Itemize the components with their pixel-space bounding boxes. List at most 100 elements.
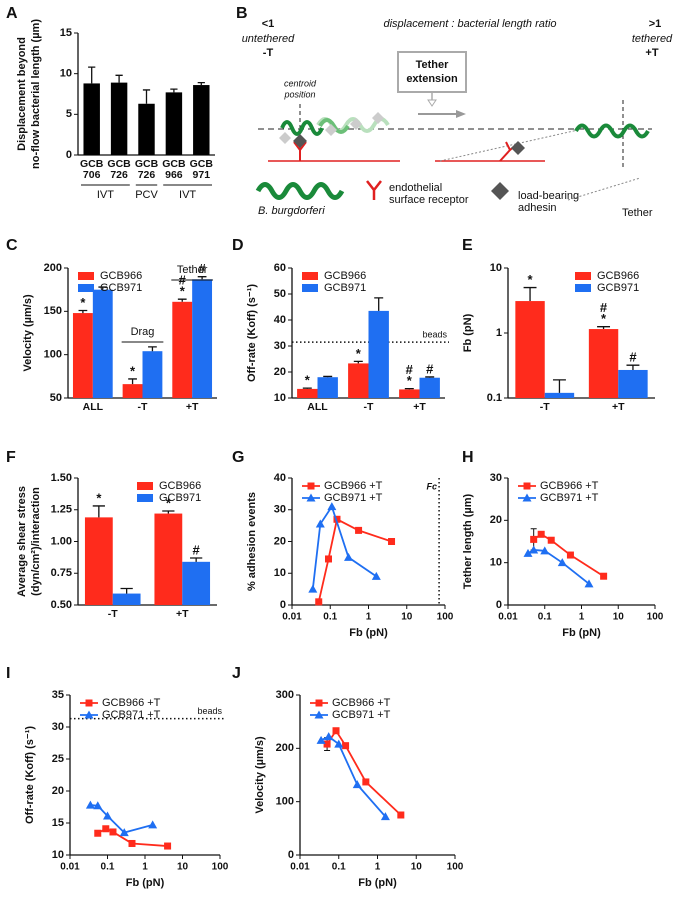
x-tick-label: +T <box>175 609 189 620</box>
y-tick-label: 30 <box>274 504 286 516</box>
error-bar <box>170 88 178 93</box>
x-tick-label: GCB 966 <box>162 159 186 181</box>
ratio-low: <1 <box>262 18 275 30</box>
y-tick-label: 1.00 <box>51 535 72 547</box>
y-tick-label: 1.50 <box>51 472 72 484</box>
bar <box>297 388 318 398</box>
point <box>342 742 350 750</box>
x-tick-label: 0.1 <box>538 612 552 623</box>
x-tick-label: +T <box>185 402 199 413</box>
legend-label: GCB966 <box>597 270 639 282</box>
series-line <box>527 549 590 585</box>
tether-extension-label: Tether <box>416 59 450 71</box>
x-tick-label: 1 <box>142 862 148 873</box>
legend-label: GCB966 +T <box>102 697 161 709</box>
x-tick-label-box: GCB 726 <box>107 159 131 181</box>
y-tick-label: 100 <box>276 796 294 808</box>
error-bar <box>323 375 333 378</box>
y-axis-label: (dyn/cm²)/interaction <box>30 487 42 596</box>
tether-extension-box <box>397 51 467 93</box>
bar <box>192 279 213 398</box>
bar <box>142 351 163 398</box>
y-tick-label: 0 <box>66 149 72 161</box>
error-bar <box>302 387 312 389</box>
x-tick-label: -T <box>539 402 550 413</box>
panel-letter: J <box>232 665 241 682</box>
x-axis-label: Fb (pN) <box>358 877 397 889</box>
bacterium <box>318 118 350 134</box>
bacterium-label: B. burgdorferi <box>258 205 325 217</box>
bar <box>92 289 113 398</box>
adhesin <box>350 118 362 130</box>
significance-mark: * <box>356 346 362 361</box>
y-tick-label: 20 <box>274 366 286 378</box>
series-line <box>320 735 387 818</box>
y-tick-label: 10 <box>490 557 502 569</box>
y-axis-label: % adhesion events <box>246 492 258 591</box>
centroid-label: centroid <box>284 78 317 88</box>
legend-marker <box>315 699 323 707</box>
y-tick-label: 50 <box>50 392 62 404</box>
receptor-label: endothelial <box>389 182 442 194</box>
point <box>547 536 555 544</box>
point <box>323 740 331 748</box>
y-tick-label: 30 <box>274 340 286 352</box>
bar <box>112 593 141 605</box>
y-tick-label: 15 <box>52 817 64 829</box>
point <box>164 842 172 850</box>
x-tick-label-box: -T <box>108 609 118 620</box>
y-tick-label: 5 <box>66 108 72 120</box>
significance-mark: # <box>406 362 414 377</box>
significance-mark: * <box>166 495 172 510</box>
point <box>85 800 95 809</box>
x-tick-label: 0.01 <box>282 612 302 623</box>
bar <box>110 82 128 155</box>
panel-letter: C <box>6 237 18 254</box>
y-axis-label: Velocity (µm/s) <box>254 736 266 814</box>
point <box>324 732 334 741</box>
series-line <box>311 504 377 590</box>
legend-swatch <box>302 284 318 292</box>
error-bar <box>197 81 205 86</box>
reference-label: beads <box>422 329 447 339</box>
y-tick-label: 0 <box>496 599 502 611</box>
x-tick-label: 0.1 <box>323 612 337 623</box>
x-tick-label: GCB 971 <box>189 159 213 181</box>
point <box>94 829 102 837</box>
x-tick-label: 100 <box>437 612 454 623</box>
y-axis-label: Tether length (µm) <box>462 493 474 589</box>
adhesin <box>372 112 384 124</box>
point <box>566 551 574 559</box>
y-tick-label: 35 <box>52 689 64 701</box>
panel-letter: H <box>462 449 474 466</box>
adhesin-legend <box>491 182 509 200</box>
y-tick-label: 10 <box>52 849 64 861</box>
point <box>355 526 363 534</box>
point <box>102 825 110 833</box>
x-tick-label-box: GCB 706 <box>80 159 103 181</box>
x-tick-label: -T <box>137 402 148 413</box>
x-tick-label: GCB 726 <box>107 159 131 181</box>
significance-mark: # <box>629 350 637 365</box>
x-tick-label: 100 <box>212 862 229 873</box>
y-axis-label: Off-rate (Koff) (s⁻¹) <box>24 726 36 824</box>
x-axis-label: Fb (pN) <box>562 627 601 639</box>
x-tick-label: 0.01 <box>290 862 310 873</box>
point <box>308 584 318 593</box>
point <box>362 778 370 786</box>
panel-letter: F <box>6 449 16 466</box>
arrow-head <box>427 99 437 107</box>
significance-mark: # <box>193 542 201 557</box>
x-tick-label: 100 <box>647 612 664 623</box>
y-tick-label: 20 <box>52 785 64 797</box>
error-bar <box>353 360 363 364</box>
bar <box>317 377 338 398</box>
bar <box>138 103 155 155</box>
receptor <box>499 141 517 162</box>
x-tick-label: GCB 726 <box>134 159 159 181</box>
y-axis-label: Off-rate (Koff) (s⁻¹) <box>246 284 258 382</box>
point <box>316 735 326 744</box>
point <box>315 598 323 606</box>
receptor <box>293 141 307 161</box>
